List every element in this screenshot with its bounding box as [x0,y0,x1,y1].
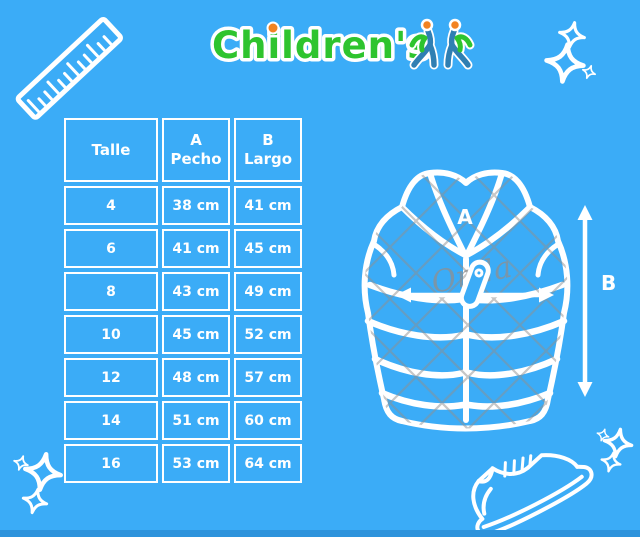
table-row: 14 51 cm 60 cm [64,401,302,440]
sparkle-icon [555,18,589,52]
talle-cell: 12 [64,358,158,397]
table-row: 10 45 cm 52 cm [64,315,302,354]
children-logo-icon [407,18,475,70]
sparkle-cluster-bottom-left [11,445,64,518]
pecho-cell: 53 cm [162,444,230,483]
largo-cell: 45 cm [234,229,302,268]
sneaker-cluster [471,425,636,537]
talle-cell: 6 [64,229,158,268]
pecho-cell: 41 cm [162,229,230,268]
table-header-row: Talle A Pecho B Largo [64,118,302,182]
vest-measurement-diagram: Onda A B [361,169,616,432]
col-header-talle: Talle [64,118,158,182]
sparkle-icon [18,484,52,518]
logo-text: Children's [212,24,430,67]
table-row: 4 38 cm 41 cm [64,186,302,225]
logo-i-dot [266,21,280,35]
table-row: 6 41 cm 45 cm [64,229,302,268]
zipper-pull [458,259,491,309]
chest-label: A [457,205,473,229]
largo-cell: 49 cm [234,272,302,311]
length-label: B [601,271,616,295]
largo-cell: 57 cm [234,358,302,397]
size-table: Talle A Pecho B Largo 4 38 cm 41 cm 6 41… [60,114,306,487]
table-row: 12 48 cm 57 cm [64,358,302,397]
pecho-cell: 48 cm [162,358,230,397]
sparkle-icon [598,449,624,475]
largo-cell: 64 cm [234,444,302,483]
sparkle-icon [544,42,586,84]
col-header-largo: B Largo [234,118,302,182]
largo-cell: 60 cm [234,401,302,440]
largo-cell: 41 cm [234,186,302,225]
ruler-icon [15,16,123,120]
sparkle-icon [22,451,64,493]
pecho-cell: 43 cm [162,272,230,311]
sparkle-cluster-top-right [540,18,599,90]
talle-cell: 16 [64,444,158,483]
table-row: 16 53 cm 64 cm [64,444,302,483]
col-header-pecho: A Pecho [162,118,230,182]
talle-cell: 10 [64,315,158,354]
largo-cell: 52 cm [234,315,302,354]
sneaker-icon [471,453,594,537]
talle-cell: 8 [64,272,158,311]
talle-cell: 14 [64,401,158,440]
pecho-cell: 45 cm [162,315,230,354]
sparkle-icon [600,425,636,461]
logo: Children's [210,18,475,71]
talle-cell: 4 [64,186,158,225]
bottom-edge-strip [0,530,640,537]
pecho-cell: 51 cm [162,401,230,440]
pecho-cell: 38 cm [162,186,230,225]
length-arrow [577,205,593,397]
table-row: 8 43 cm 49 cm [64,272,302,311]
